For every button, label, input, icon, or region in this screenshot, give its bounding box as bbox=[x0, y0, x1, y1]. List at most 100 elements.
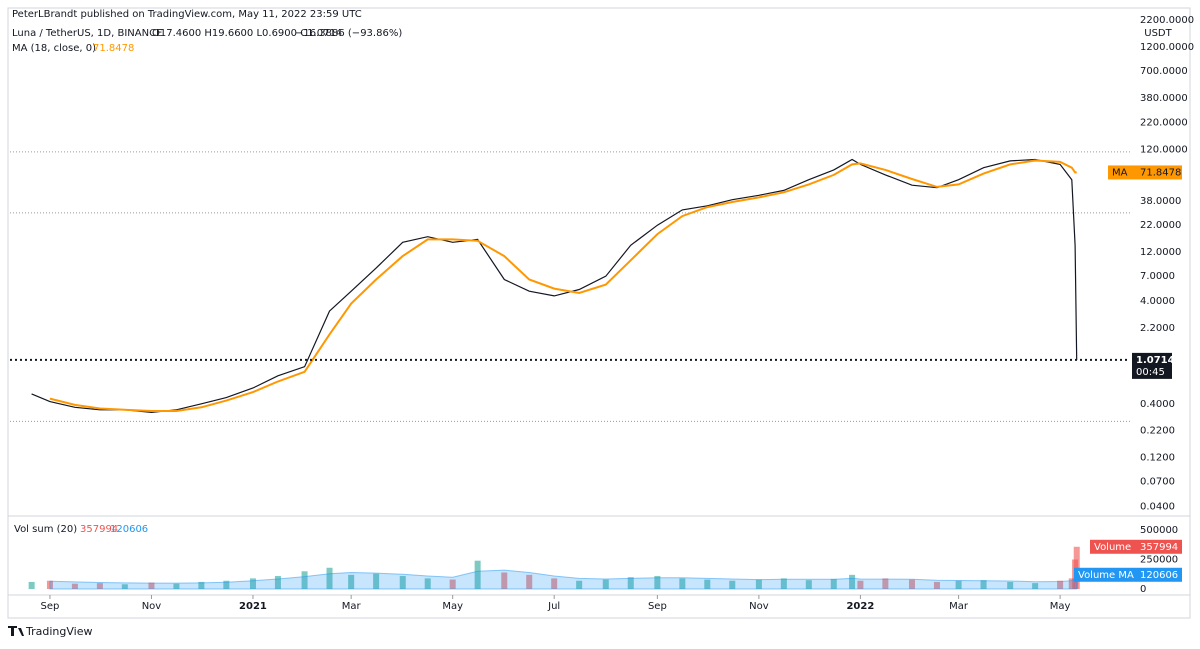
volume-bar bbox=[424, 578, 431, 589]
x-tick-label: May bbox=[1050, 601, 1071, 612]
ma-tag-value: 71.8478 bbox=[1140, 167, 1181, 178]
volume-bar bbox=[449, 579, 456, 589]
volume-bar bbox=[627, 577, 634, 589]
volume-bar bbox=[654, 576, 661, 589]
vol-tick-label: 0 bbox=[1140, 584, 1146, 595]
x-tick-label: Sep bbox=[648, 601, 667, 612]
volume-bar bbox=[121, 584, 128, 589]
vol-legend: Vol sum (20) bbox=[14, 524, 77, 535]
volume-bar bbox=[96, 583, 103, 589]
y-tick-label: 2200.0000 bbox=[1140, 15, 1194, 26]
volume-bar bbox=[980, 580, 987, 589]
y-tick-label: 2.2000 bbox=[1140, 323, 1175, 334]
y-tick-label: 1200.0000 bbox=[1140, 42, 1194, 53]
volume-bar bbox=[474, 560, 481, 589]
x-tick-label: 2022 bbox=[846, 601, 874, 612]
y-tick-label: 0.0700 bbox=[1140, 476, 1175, 487]
ohlc: O17.4600 H19.6600 L0.6900 C1.0714 bbox=[152, 28, 342, 39]
volume-bar bbox=[71, 583, 78, 589]
volume-bar bbox=[805, 580, 812, 589]
y-tick-label: 0.2200 bbox=[1140, 425, 1175, 436]
change: −16.3886 (−93.86%) bbox=[295, 28, 402, 39]
volume-bar bbox=[882, 578, 889, 589]
price-tag-label: 1.0714 bbox=[1136, 355, 1175, 366]
volume-bar bbox=[274, 576, 281, 589]
currency: USDT bbox=[1144, 28, 1172, 39]
volume-bar bbox=[830, 578, 837, 589]
volume-bar bbox=[148, 582, 155, 589]
volume-bar bbox=[551, 578, 558, 589]
x-tick-label: Mar bbox=[342, 601, 362, 612]
y-tick-label: 0.4000 bbox=[1140, 399, 1175, 410]
brand: TradingView bbox=[25, 625, 92, 638]
volume-ma bbox=[49, 569, 1078, 590]
x-tick-label: Nov bbox=[749, 601, 769, 612]
volume-bar bbox=[173, 583, 180, 589]
volume-tag-name: Volume bbox=[1094, 542, 1131, 553]
countdown: 00:45 bbox=[1136, 367, 1165, 378]
y-tick-label: 380.0000 bbox=[1140, 93, 1188, 104]
volume-ma-tag-name: Volume MA bbox=[1078, 570, 1134, 581]
vol-legend-value: 357994 bbox=[80, 524, 118, 535]
volume-bar bbox=[348, 574, 355, 589]
volume-bar bbox=[249, 578, 256, 589]
volume-bar bbox=[908, 579, 915, 589]
volume-bar bbox=[849, 574, 856, 589]
y-tick-label: 12.0000 bbox=[1140, 247, 1181, 258]
volume-ma-tag-value: 120606 bbox=[1140, 570, 1178, 581]
volume-bar bbox=[223, 580, 230, 589]
volume-tag-value: 357994 bbox=[1140, 542, 1178, 553]
volume-bar bbox=[857, 580, 864, 589]
vol-ma-legend-value: 120606 bbox=[110, 524, 148, 535]
volume-bar bbox=[755, 579, 762, 589]
ma-tag-name: MA bbox=[1112, 167, 1128, 178]
ma-legend-value: 71.8478 bbox=[93, 43, 134, 54]
vol-tick-label: 500000 bbox=[1140, 525, 1178, 536]
volume-bar bbox=[576, 580, 583, 589]
y-tick-label: 38.0000 bbox=[1140, 196, 1181, 207]
price-line bbox=[31, 158, 1078, 414]
y-tick-label: 4.0000 bbox=[1140, 296, 1175, 307]
volume-bar bbox=[1057, 580, 1064, 589]
ma-legend: MA (18, close, 0) bbox=[12, 43, 96, 54]
y-tick-label: 700.0000 bbox=[1140, 66, 1188, 77]
volume-bar bbox=[955, 580, 962, 589]
volume-bar bbox=[399, 576, 406, 589]
volume-bar bbox=[198, 581, 205, 589]
x-tick-label: Jul bbox=[547, 601, 560, 612]
volume-bar bbox=[729, 580, 736, 589]
price-tag bbox=[1132, 352, 1172, 379]
volume-bar bbox=[301, 571, 308, 589]
volume-bar bbox=[780, 578, 787, 589]
ma-tag bbox=[1108, 165, 1182, 180]
vol-tick-label: 250000 bbox=[1140, 555, 1178, 566]
volume-tag bbox=[1090, 539, 1182, 554]
volume-bar bbox=[1007, 581, 1014, 589]
symbol: Luna / TetherUS, 1D, BINANCE bbox=[12, 28, 162, 39]
x-tick-label: Sep bbox=[41, 601, 60, 612]
volume-bar bbox=[28, 581, 35, 589]
x-tick-label: Nov bbox=[142, 601, 162, 612]
volume-bar bbox=[526, 574, 533, 589]
y-tick-label: 120.0000 bbox=[1140, 145, 1188, 156]
y-tick-label: 7.0000 bbox=[1140, 271, 1175, 282]
frame bbox=[7, 7, 1191, 619]
y-tick-label: 22.0000 bbox=[1140, 220, 1181, 231]
volume-bar bbox=[704, 579, 711, 589]
publisher: PeterLBrandt published on TradingView.co… bbox=[12, 9, 362, 20]
volume-ma-tag bbox=[1074, 567, 1182, 582]
y-tick-label: 220.0000 bbox=[1140, 118, 1188, 129]
y-tick-label: 0.1200 bbox=[1140, 452, 1175, 463]
y-tick-label: 0.0400 bbox=[1140, 501, 1175, 512]
brand-logo bbox=[8, 626, 24, 636]
volume-bar bbox=[602, 579, 609, 589]
volume-bar bbox=[1068, 578, 1075, 589]
ma-line bbox=[49, 159, 1077, 412]
x-tick-label: 2021 bbox=[239, 601, 267, 612]
volume-bar bbox=[373, 573, 380, 589]
volume-bar bbox=[933, 581, 940, 589]
volume-bar bbox=[1032, 583, 1039, 589]
volume-bar bbox=[679, 578, 686, 589]
